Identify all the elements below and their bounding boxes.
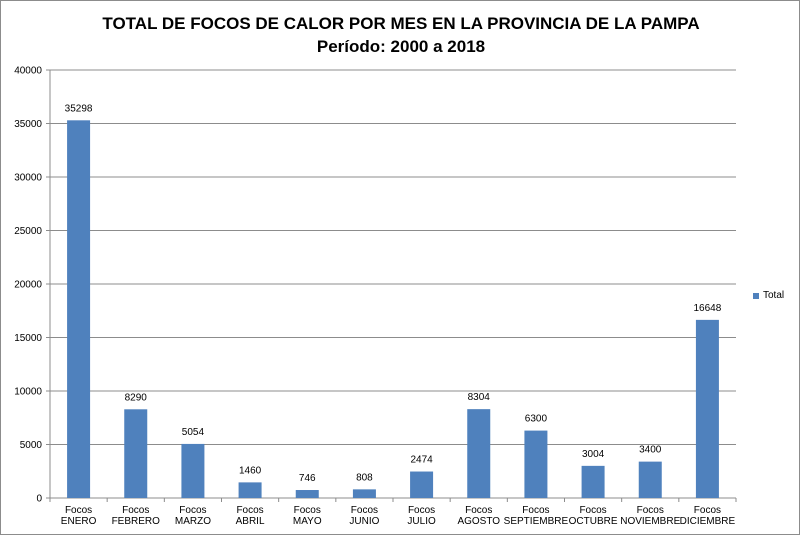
x-tick-label: Focos [637, 505, 664, 516]
y-tick-label: 30000 [14, 173, 42, 184]
chart-title: TOTAL DE FOCOS DE CALOR POR MES EN LA PR… [1, 12, 800, 58]
data-label: 3004 [582, 449, 605, 460]
legend-label-total: Total [763, 290, 785, 301]
x-tick-label: DICIEMBRE [680, 516, 736, 527]
bar [695, 319, 719, 498]
y-tick-label: 0 [36, 494, 42, 505]
data-label: 746 [299, 473, 316, 484]
chart-title-text: TOTAL DE FOCOS DE CALOR POR MES EN LA PR… [102, 14, 700, 33]
legend: Total [753, 290, 784, 301]
y-tick-label: 35000 [14, 119, 42, 130]
bar [352, 489, 376, 498]
data-label: 8290 [125, 392, 148, 403]
x-tick-label: Focos [465, 505, 492, 516]
x-tick-label: Focos [65, 505, 92, 516]
bar [467, 409, 491, 498]
bar [238, 482, 262, 498]
chart-subtitle-text: Período: 2000 a 2018 [316, 37, 486, 56]
bar [124, 409, 148, 498]
x-tick-label: SEPTIEMBRE [504, 516, 569, 527]
bar [581, 465, 605, 498]
x-tick-label: Focos [408, 505, 435, 516]
x-tick-label: Focos [694, 505, 721, 516]
y-tick-label: 25000 [14, 226, 42, 237]
data-label: 3400 [639, 445, 662, 456]
data-label: 16648 [694, 303, 722, 314]
x-tick-label: MARZO [175, 516, 211, 527]
x-tick-label: FEBRERO [112, 516, 161, 527]
bar [67, 120, 91, 498]
bar [295, 490, 319, 498]
x-tick-label: ABRIL [236, 516, 265, 527]
y-tick-label: 5000 [20, 440, 43, 451]
bar [524, 430, 548, 498]
data-label: 35298 [65, 103, 93, 114]
x-tick-label: JULIO [407, 516, 436, 527]
x-tick-label: AGOSTO [457, 516, 500, 527]
y-tick-label: 40000 [14, 66, 42, 77]
data-label: 6300 [525, 414, 548, 425]
y-tick-label: 10000 [14, 387, 42, 398]
x-tick-label: Focos [351, 505, 378, 516]
x-tick-label: ENERO [61, 516, 97, 527]
legend-swatch-total [753, 292, 759, 299]
x-tick-label: NOVIEMBRE [620, 516, 680, 527]
x-tick-label: Focos [179, 505, 206, 516]
x-tick-label: JUNIO [349, 516, 379, 527]
x-tick-label: Focos [236, 505, 263, 516]
x-tick-label: Focos [579, 505, 606, 516]
bar [410, 471, 434, 498]
x-tick-label: OCTUBRE [569, 516, 618, 527]
bar [638, 461, 662, 498]
data-label: 1460 [239, 465, 262, 476]
x-tick-label: MAYO [293, 516, 322, 527]
y-tick-label: 20000 [14, 280, 42, 291]
x-tick-label: Focos [122, 505, 149, 516]
y-tick-label: 15000 [14, 333, 42, 344]
data-label: 5054 [182, 427, 205, 438]
data-label: 2474 [410, 455, 433, 466]
data-label: 8304 [468, 392, 491, 403]
x-tick-label: Focos [522, 505, 549, 516]
x-tick-label: Focos [294, 505, 321, 516]
data-label: 808 [356, 472, 373, 483]
bar [181, 443, 205, 498]
